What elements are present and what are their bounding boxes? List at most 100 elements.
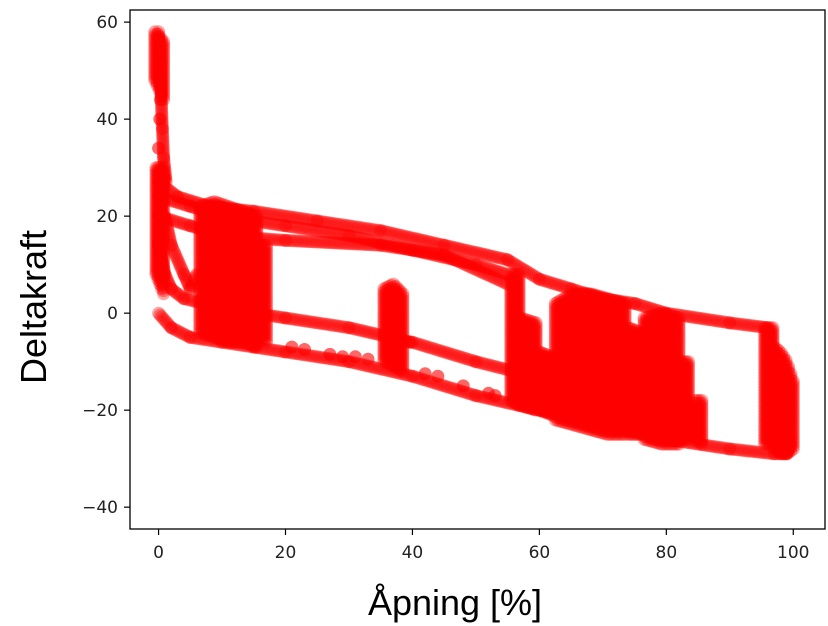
data-point [674, 308, 688, 322]
data-point [288, 211, 302, 225]
data-point [313, 214, 327, 228]
data-point [686, 310, 700, 324]
data-point [748, 445, 761, 459]
data-point [155, 310, 169, 324]
data-point [525, 402, 539, 415]
data-point [662, 307, 676, 320]
data-point [181, 329, 195, 343]
data-point [210, 200, 224, 214]
data-point [230, 338, 244, 351]
data-point [489, 250, 503, 264]
data-point [624, 424, 638, 438]
data-point [247, 340, 261, 354]
data-point [327, 217, 341, 231]
data-point [418, 234, 432, 248]
data-point [175, 326, 189, 340]
data-point [629, 425, 643, 439]
data-point [239, 204, 253, 217]
data-point [632, 298, 646, 312]
data-point [387, 365, 401, 379]
data-point [603, 293, 617, 307]
data-point [183, 330, 197, 344]
data-point [482, 249, 496, 262]
data-point [738, 444, 752, 458]
data-point [261, 207, 275, 220]
data-point [401, 368, 415, 382]
data-point [347, 220, 361, 234]
data-point [177, 327, 191, 341]
data-point [679, 435, 693, 449]
data-point [691, 311, 705, 325]
data-point [648, 430, 662, 444]
data-point [701, 313, 715, 326]
data-point [198, 198, 212, 212]
data-point [672, 308, 685, 322]
data-point [646, 302, 660, 316]
data-point [620, 295, 634, 309]
data-point [404, 231, 418, 245]
data-point [516, 399, 530, 413]
data-point [383, 226, 397, 240]
data-point [706, 313, 720, 327]
data-point [469, 389, 483, 403]
data-point [291, 211, 305, 225]
data-point [444, 240, 458, 254]
data-point [608, 294, 622, 307]
data-point [259, 206, 273, 220]
data-point [362, 222, 375, 236]
data-point [171, 324, 185, 338]
data-point [187, 195, 200, 209]
data-point [157, 180, 171, 194]
data-point [271, 344, 285, 358]
data-point [437, 238, 451, 252]
data-point [598, 292, 612, 306]
data-point [762, 446, 776, 460]
data-point [730, 443, 744, 457]
data-point [463, 244, 477, 258]
data-point [193, 197, 207, 211]
data-point [405, 369, 419, 383]
data-point [571, 284, 585, 298]
data-point [454, 242, 468, 256]
data-point [596, 292, 610, 306]
data-point [542, 275, 555, 289]
data-point [497, 395, 511, 409]
data-point [518, 263, 532, 277]
data-point [643, 429, 657, 442]
data-point [202, 199, 216, 213]
data-point [526, 268, 540, 282]
data-point [152, 306, 166, 320]
data-point [502, 396, 516, 410]
data-point [551, 278, 564, 292]
data-point [414, 233, 428, 247]
data-point [718, 441, 732, 455]
data-point [389, 365, 403, 379]
data-point [322, 216, 336, 230]
data-point [470, 246, 484, 260]
data-point [357, 221, 371, 235]
data-point [411, 232, 425, 246]
data-point [390, 228, 404, 241]
data-point [169, 188, 183, 202]
data-point [718, 315, 732, 329]
data-point [340, 219, 353, 232]
data-point [596, 292, 610, 306]
data-point [421, 235, 435, 248]
data-point [359, 222, 373, 235]
data-point [293, 211, 307, 225]
data-point [218, 336, 231, 350]
data-point [708, 440, 722, 454]
data-point [428, 236, 442, 250]
data-point [402, 230, 416, 244]
data-point [205, 334, 219, 348]
data-point [589, 290, 603, 303]
data-point [215, 335, 229, 349]
data-point [645, 429, 659, 443]
data-point [188, 331, 202, 345]
data-point [509, 398, 523, 412]
data-point [537, 274, 551, 288]
data-point [468, 245, 482, 259]
data-point [305, 213, 319, 227]
data-point [451, 242, 465, 255]
data-point [767, 447, 781, 461]
